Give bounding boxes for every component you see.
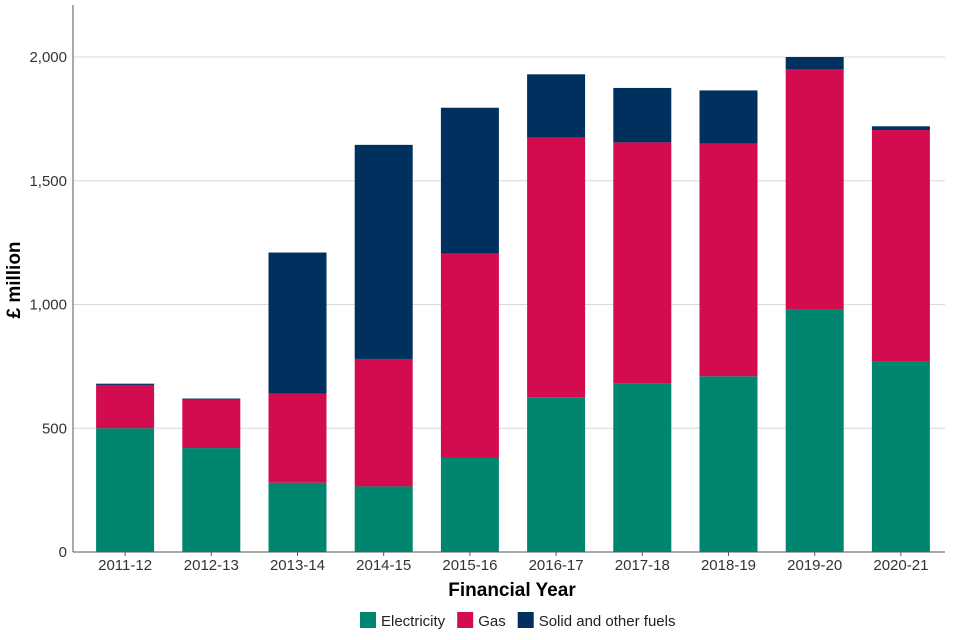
legend: Electricity Gas Solid and other fuels xyxy=(360,612,675,630)
x-tick-label: 2019-20 xyxy=(787,557,842,574)
bar-segment xyxy=(354,144,413,359)
x-tick-label: 2017-18 xyxy=(615,557,670,574)
bar-segment xyxy=(613,142,672,384)
bar-segment xyxy=(871,361,930,552)
bar-segment xyxy=(871,130,930,362)
bar-segment xyxy=(613,383,672,552)
bar-segment xyxy=(182,399,241,449)
bar-segment xyxy=(527,137,586,398)
y-tick-label: 2,000 xyxy=(29,49,67,66)
x-tick-labels: 2011-12 2012-13 2013-14 2014-15 2015-16 2016-… xyxy=(98,552,928,574)
bar-segment xyxy=(785,69,844,310)
bar-segment xyxy=(527,74,586,138)
y-tick-label: 500 xyxy=(42,420,67,437)
legend-swatch xyxy=(360,612,376,628)
bar-segment xyxy=(354,486,413,552)
legend-swatch xyxy=(457,612,474,628)
bar-segment xyxy=(785,309,844,552)
bar-segment xyxy=(440,107,499,254)
bar-segment xyxy=(96,428,155,552)
y-tick-label: 1,000 xyxy=(29,297,67,314)
bar-segment xyxy=(182,448,241,552)
bar-segment xyxy=(182,398,241,400)
legend-item: Electricity xyxy=(360,612,446,630)
legend-item: Gas xyxy=(457,612,506,630)
bars xyxy=(96,57,930,552)
y-axis-title: £ million xyxy=(4,241,25,318)
bar-segment xyxy=(871,126,930,131)
bar-segment xyxy=(527,397,586,552)
bar-segment xyxy=(785,57,844,70)
legend-swatch xyxy=(517,612,534,628)
y-tick-label: 1,500 xyxy=(29,173,67,190)
bar-segment xyxy=(96,383,155,385)
bar-segment xyxy=(440,457,499,552)
bar-segment xyxy=(268,252,327,394)
axes xyxy=(72,5,945,553)
bar-segment xyxy=(699,376,758,552)
legend-label: Electricity xyxy=(381,613,446,630)
bar-segment xyxy=(699,143,758,377)
x-tick-label: 2015-16 xyxy=(442,557,497,574)
x-tick-label: 2011-12 xyxy=(98,557,152,574)
x-tick-label: 2013-14 xyxy=(270,557,325,574)
legend-label: Solid and other fuels xyxy=(539,613,676,630)
x-tick-label: 2014-15 xyxy=(356,557,411,574)
bar-segment xyxy=(354,358,413,487)
bar-segment xyxy=(268,393,327,483)
y-tick-labels: 0 500 1,000 1,500 2,000 xyxy=(29,49,67,561)
bar-segment xyxy=(440,253,499,458)
bar-segment xyxy=(613,87,672,143)
x-tick-label: 2018-19 xyxy=(701,557,756,574)
x-tick-label: 2020-21 xyxy=(873,557,928,574)
bar-segment xyxy=(699,90,758,144)
bar-segment xyxy=(96,384,155,429)
x-tick-label: 2012-13 xyxy=(184,557,239,574)
legend-item: Solid and other fuels xyxy=(517,612,676,630)
legend-label: Gas xyxy=(478,613,506,630)
y-tick-label: 0 xyxy=(59,544,67,561)
x-tick-label: 2016-17 xyxy=(529,557,584,574)
x-axis-title: Financial Year xyxy=(448,580,576,601)
bar-segment xyxy=(268,482,327,552)
